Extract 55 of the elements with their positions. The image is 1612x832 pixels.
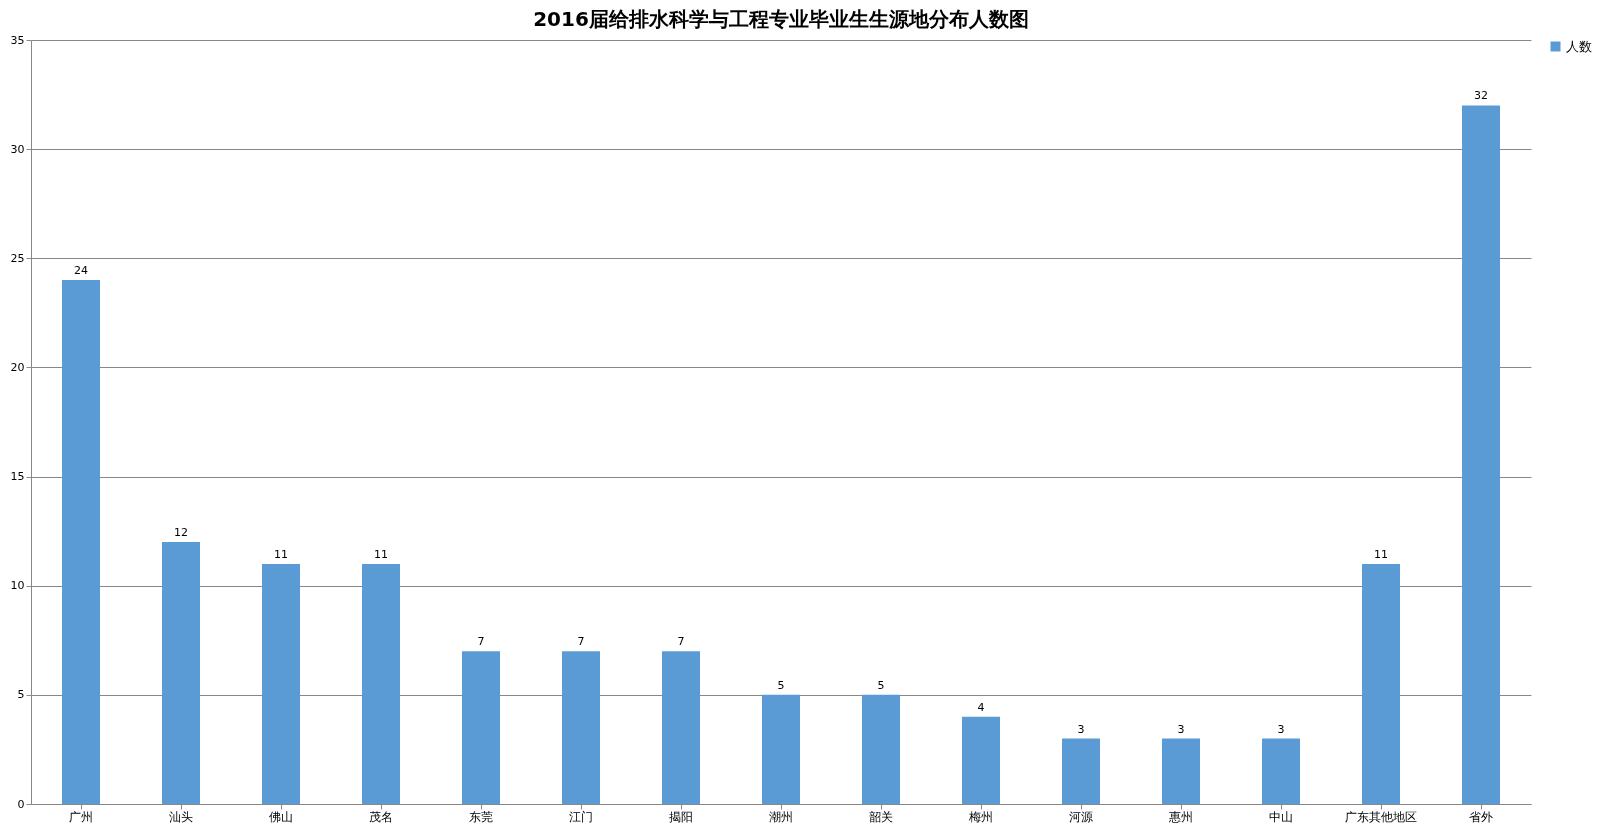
x-tick-label: 广东其他地区 [1345,809,1417,824]
x-tick-label: 揭阳 [669,809,693,824]
data-label: 3 [1177,722,1185,736]
x-tick-label: 汕头 [169,809,193,824]
bar [1262,738,1300,804]
x-tick-label: 江门 [569,809,593,824]
x-tick-label: 省外 [1469,809,1493,824]
bar [962,716,1000,804]
data-label: 12 [174,526,188,540]
y-tick-label: 20 [10,360,25,374]
y-tick-label: 15 [10,470,25,484]
data-label: 32 [1474,89,1488,103]
data-label: 7 [477,635,485,649]
bar [1162,738,1200,804]
x-tick-label: 惠州 [1168,809,1193,824]
legend-label: 人数 [1566,38,1592,54]
bar [362,563,400,804]
y-tick-label: 0 [17,797,25,811]
y-tick-label: 5 [17,688,25,702]
x-tick-label: 茂名 [369,809,393,824]
bar [462,651,500,804]
y-tick-label: 35 [10,33,25,47]
data-label: 11 [374,547,388,561]
bar [262,563,300,804]
x-tick-label: 梅州 [968,809,993,824]
bar [62,280,100,804]
bar [862,694,900,804]
x-tick-label: 东莞 [469,809,493,824]
x-tick-label: 潮州 [769,809,793,824]
data-label: 4 [977,700,985,714]
chart-title: 2016届给排水科学与工程专业毕业生生源地分布人数图 [533,7,1029,31]
bar [1462,105,1500,804]
data-label: 5 [877,678,885,692]
bar [762,694,800,804]
data-label: 7 [577,635,585,649]
data-label: 3 [1077,722,1085,736]
y-tick-label: 30 [10,142,25,156]
bar [1062,738,1100,804]
data-label: 24 [74,264,88,278]
y-tick-label: 25 [10,251,25,265]
y-tick-label: 10 [10,579,25,593]
x-tick-label: 河源 [1069,809,1093,824]
x-tick-label: 广州 [69,809,93,824]
bar [162,542,200,804]
data-label: 7 [677,635,685,649]
data-label: 11 [274,547,288,561]
bar [562,651,600,804]
x-tick-label: 韶关 [869,809,893,824]
bar [662,651,700,804]
x-tick-label: 佛山 [269,809,293,824]
data-label: 11 [1374,547,1388,561]
x-tick-label: 中山 [1269,809,1293,824]
data-label: 3 [1277,722,1285,736]
bar [1362,563,1400,804]
data-label: 5 [777,678,785,692]
